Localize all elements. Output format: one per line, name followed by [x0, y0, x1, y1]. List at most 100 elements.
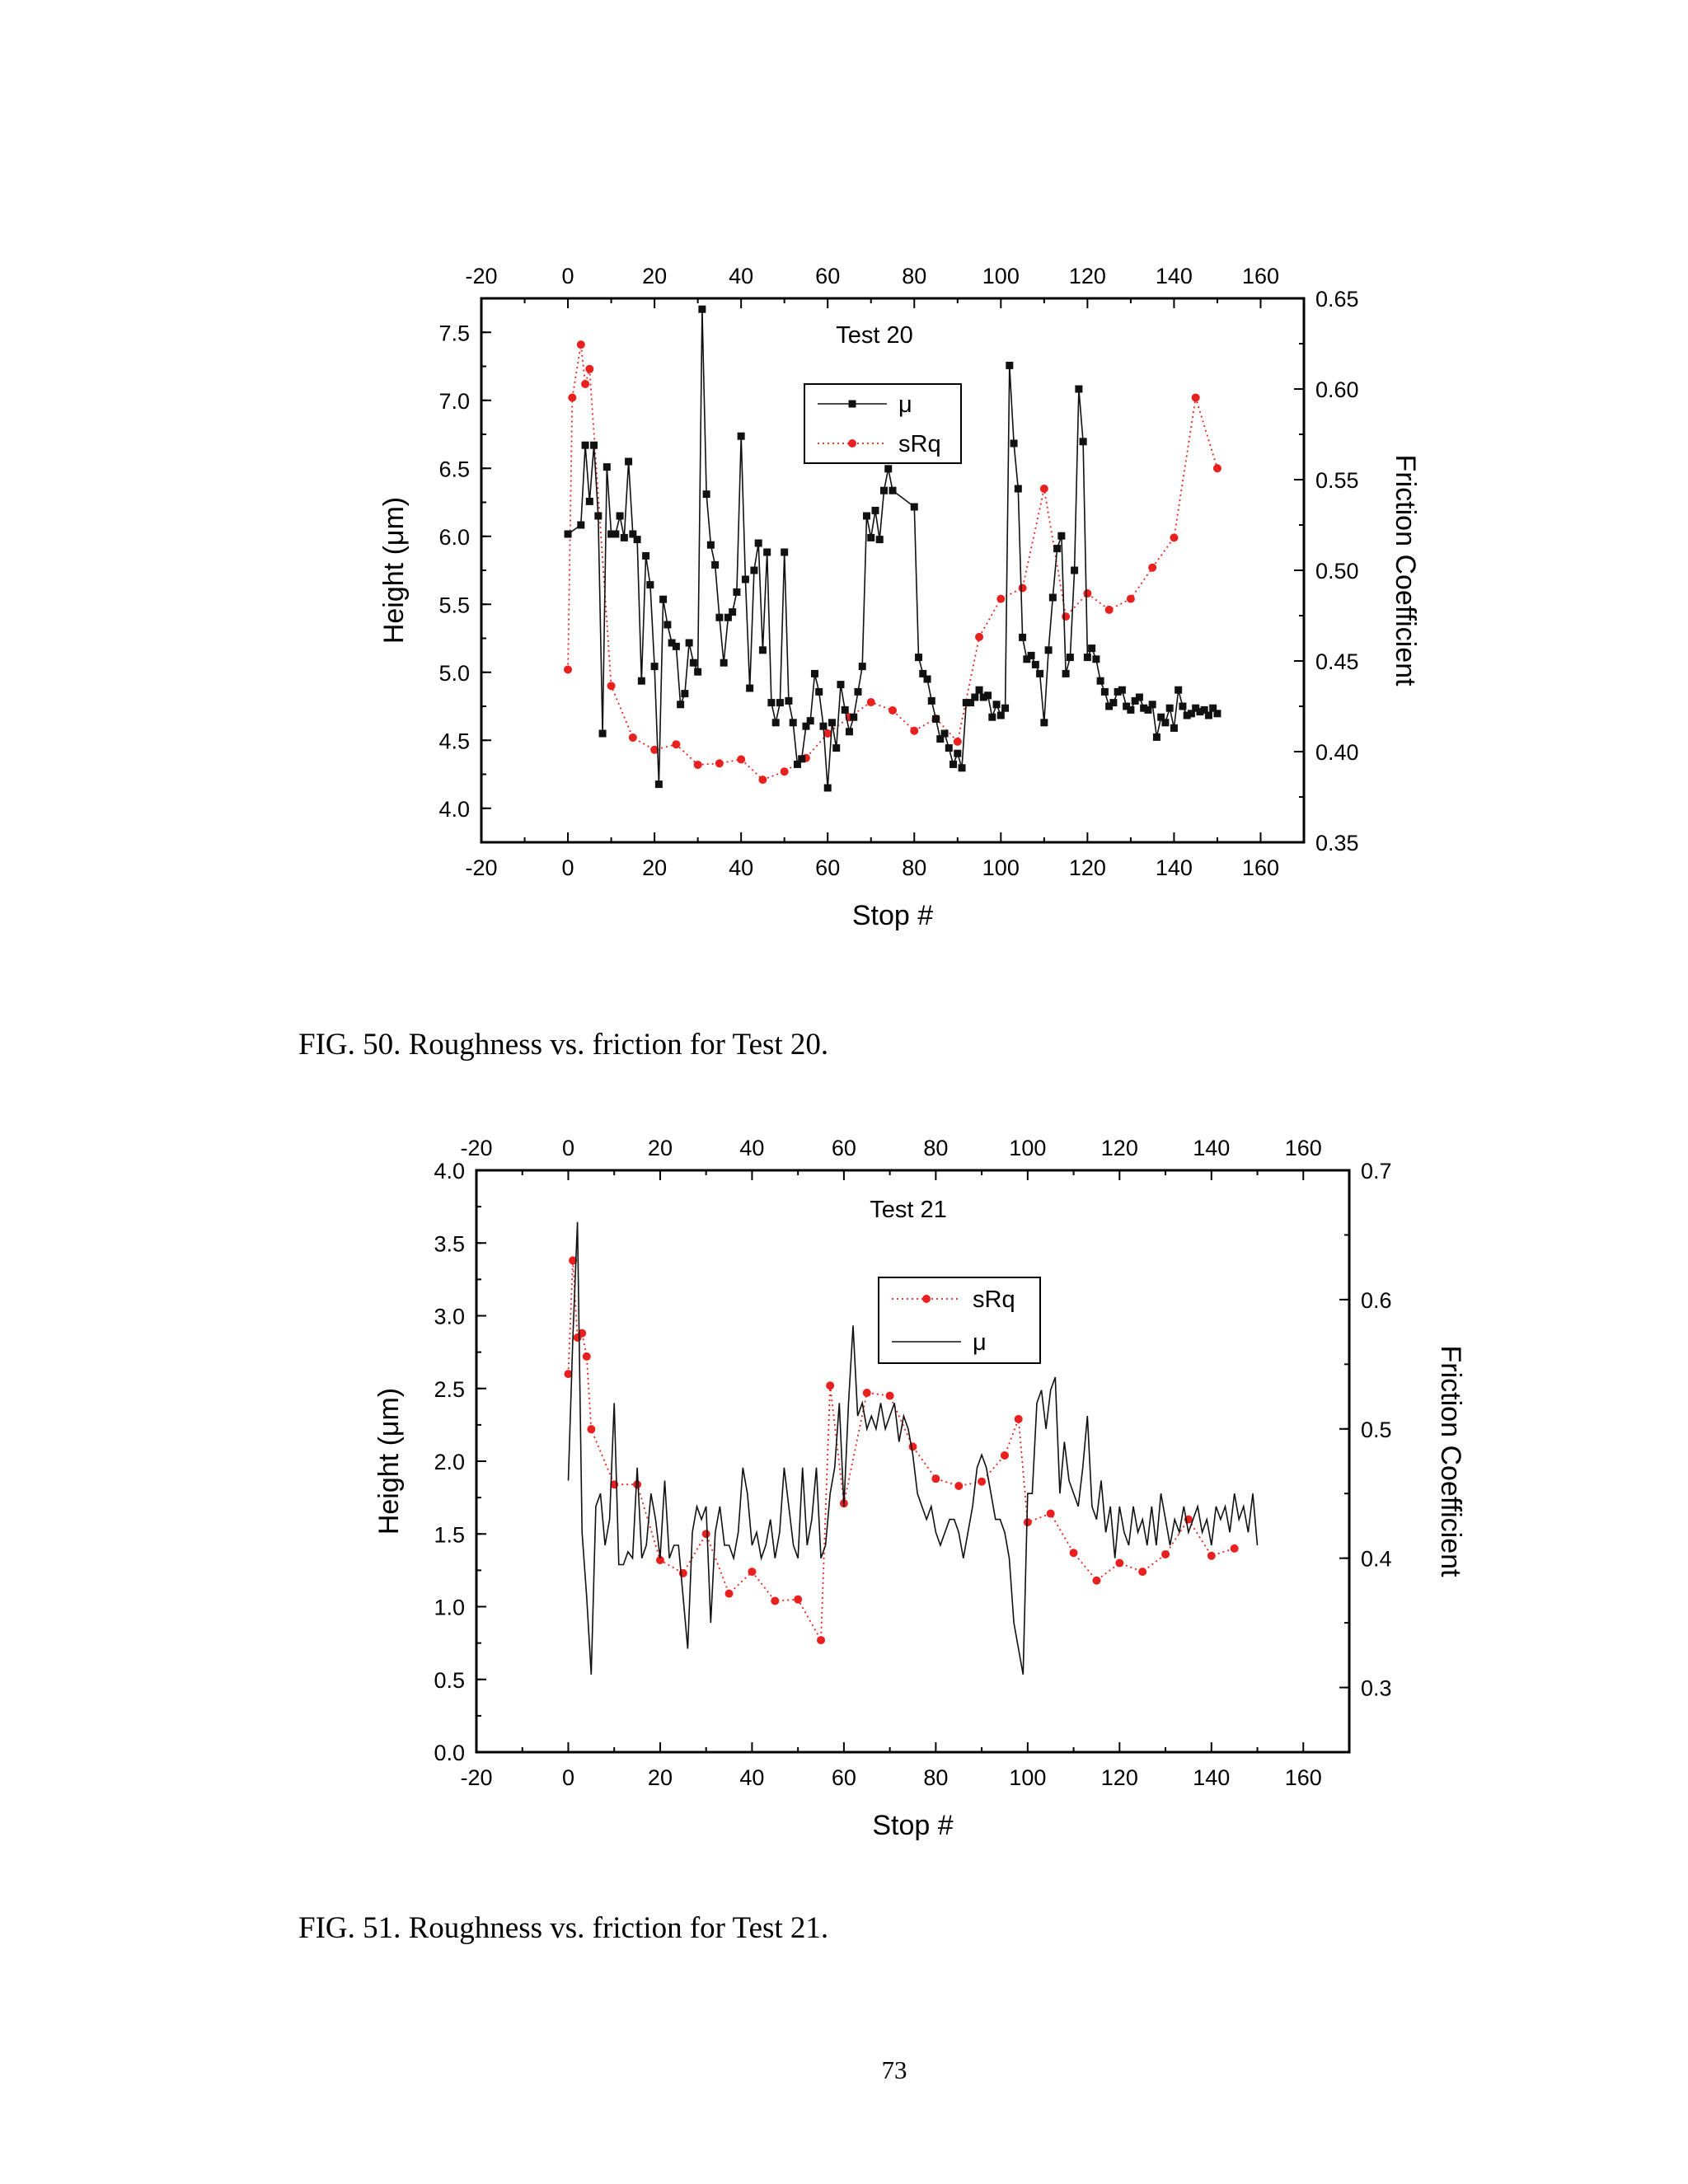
srq-data-point [1170, 533, 1179, 542]
mu-data-point [663, 621, 672, 629]
x-top-tick-label: 40 [729, 264, 753, 288]
mu-data-point [936, 735, 945, 743]
srq-data-point [908, 1442, 917, 1451]
srq-data-point [885, 1391, 894, 1400]
mu-data-point [1152, 733, 1160, 741]
mu-data-point [793, 760, 801, 768]
chart-test-20: -20 -20 0 0 20 20 40 40 60 60 80 80 100 100 120 120 140 1… [378, 264, 1421, 931]
srq-data-point [823, 729, 832, 738]
mu-data-point [1053, 545, 1062, 553]
mu-data-point [975, 686, 983, 694]
mu-data-point [689, 658, 697, 667]
mu-data-point [1123, 702, 1131, 710]
mu-data-point [1010, 439, 1018, 448]
mu-data-point [927, 696, 935, 705]
mu-data-point [698, 305, 706, 313]
figure-50: -20 -20 0 0 20 20 40 40 60 60 80 80 100 100 120 120 140 1… [0, 247, 1688, 956]
mu-data-point [659, 595, 668, 603]
mu-data-point [1100, 687, 1109, 696]
mu-data-point [737, 432, 745, 440]
mu-series-line [567, 309, 1218, 789]
x-top-tick-label: 160 [1242, 264, 1279, 288]
srq-data-point [758, 776, 767, 785]
mu-data-point [1040, 719, 1048, 727]
y-tick-label: 4.5 [438, 729, 470, 753]
mu-data-point [845, 728, 853, 736]
mu-data-point [1183, 711, 1191, 719]
mu-data-point [603, 463, 611, 471]
mu-data-point [971, 693, 979, 701]
y-tick-label: 6.0 [438, 525, 470, 550]
x-tick-label: 80 [923, 1765, 948, 1790]
srq-data-point [607, 682, 616, 691]
y-tick-label: 1.5 [434, 1522, 465, 1547]
mu-data-point [1044, 646, 1053, 654]
x-tick-label: 100 [982, 855, 1020, 880]
mu-data-point [629, 530, 637, 538]
mu-data-point [862, 512, 870, 520]
srq-data-point [862, 1389, 871, 1398]
srq-data-point [585, 364, 594, 373]
mu-data-point [620, 533, 628, 541]
y-axis-title: Height (μm) [378, 497, 410, 644]
mu-data-point [720, 658, 728, 667]
mu-data-point [958, 764, 966, 772]
y2-axis-title: Friction Coefficient [1390, 455, 1421, 687]
srq-data-point [1207, 1551, 1216, 1560]
mu-data-point [1135, 693, 1143, 701]
x-tick-label: -20 [465, 855, 497, 880]
y-tick-label: 1.0 [434, 1596, 465, 1620]
mu-data-point [564, 530, 572, 538]
y2-tick-label: 0.45 [1315, 649, 1359, 674]
y2-tick-label: 0.6 [1361, 1288, 1392, 1313]
mu-data-point [746, 684, 754, 692]
mu-data-point [1001, 704, 1010, 712]
y-tick-label: 5.5 [438, 593, 470, 617]
x-top-tick-label: 120 [1069, 264, 1106, 288]
mu-data-point [781, 548, 789, 556]
mu-data-point [1014, 485, 1022, 493]
srq-data-point [1023, 1518, 1032, 1527]
mu-data-point [1140, 704, 1148, 712]
x-top-tick-label: 20 [648, 1136, 673, 1160]
mu-data-point [598, 729, 607, 738]
mu-data-point [954, 749, 962, 757]
srq-data-point [1148, 563, 1157, 572]
y2-tick-label: 0.50 [1315, 559, 1359, 583]
x-tick-label: -20 [460, 1765, 492, 1790]
y-tick-label: 4.0 [434, 1159, 465, 1183]
mu-data-point [785, 696, 793, 705]
mu-data-point [724, 613, 732, 621]
y-tick-label: 7.0 [438, 389, 470, 414]
mu-data-point [828, 719, 836, 727]
mu-data-point [1170, 724, 1178, 732]
y-axis-title: Height (μm) [373, 1388, 405, 1535]
srq-data-point [780, 767, 789, 776]
srq-data-point [650, 745, 659, 754]
mu-data-point [1071, 566, 1079, 574]
mu-data-point [750, 566, 758, 574]
srq-data-point [1046, 1509, 1055, 1518]
mu-data-point [1023, 655, 1031, 663]
x-tick-label: 20 [642, 855, 667, 880]
mu-data-point [1192, 704, 1200, 712]
mu-data-point [754, 539, 762, 547]
mu-data-point [1096, 677, 1104, 685]
x-top-tick-label: 100 [1009, 1136, 1046, 1160]
mu-data-point [590, 441, 598, 449]
x-tick-label: 0 [562, 855, 574, 880]
mu-data-point [681, 690, 689, 698]
srq-data-point [582, 1352, 591, 1361]
x-top-tick-label: 80 [902, 264, 926, 288]
mu-data-point [1092, 655, 1100, 663]
srq-data-point [701, 1530, 710, 1539]
mu-data-point [1118, 686, 1126, 694]
mu-data-point [607, 530, 616, 538]
mu-data-point [1148, 701, 1156, 709]
mu-data-point [1179, 702, 1187, 710]
mu-data-point [702, 490, 710, 499]
y2-tick-label: 0.35 [1315, 831, 1359, 855]
mu-data-point [585, 497, 593, 505]
x-tick-label: 160 [1285, 1765, 1322, 1790]
y-tick-label: 3.5 [434, 1231, 465, 1256]
